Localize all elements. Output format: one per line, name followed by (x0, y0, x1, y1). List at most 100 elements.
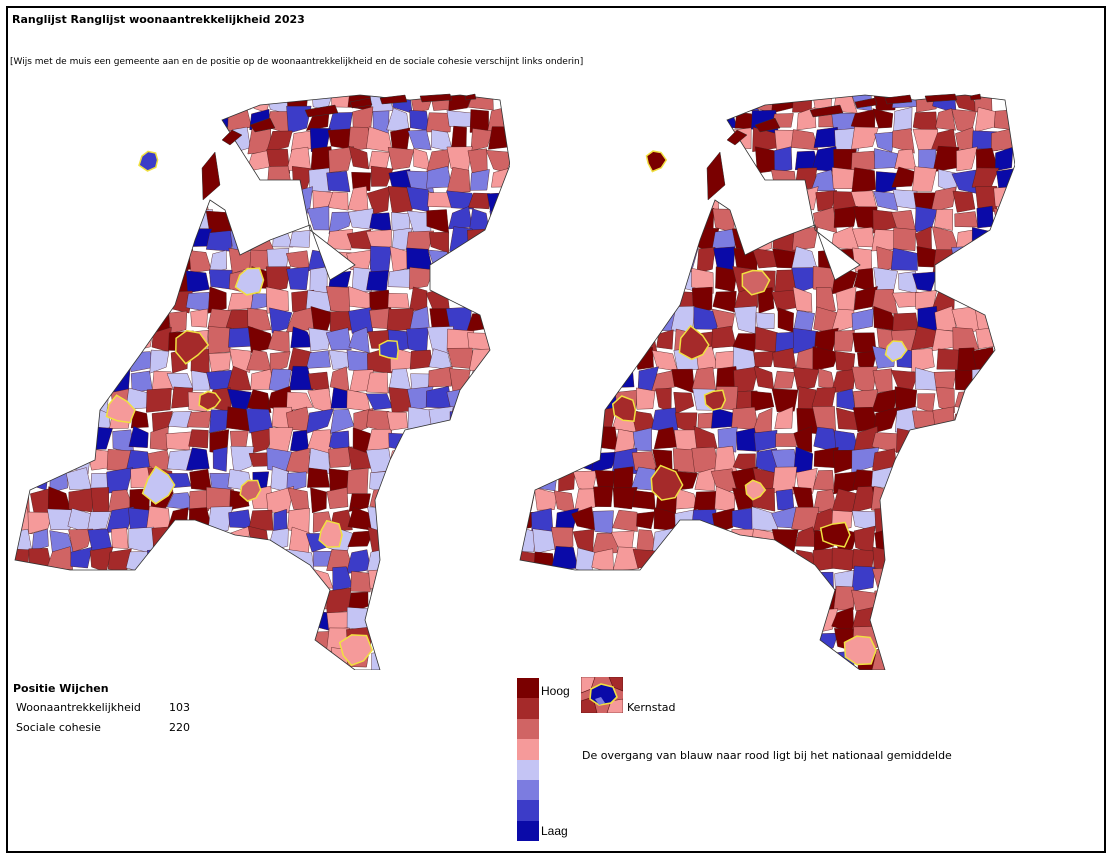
municipality-area[interactable] (558, 465, 576, 492)
municipality-area[interactable] (306, 429, 332, 454)
municipality-area[interactable] (287, 487, 310, 510)
municipality-area[interactable] (771, 466, 798, 495)
municipality-area[interactable] (251, 90, 272, 113)
municipality-area[interactable] (306, 350, 331, 369)
municipality-area[interactable] (771, 529, 799, 554)
municipality-area[interactable] (109, 347, 134, 367)
municipality-area[interactable] (229, 348, 252, 373)
municipality-area[interactable] (448, 206, 473, 230)
municipality-area[interactable] (308, 167, 331, 193)
municipality-area[interactable] (774, 146, 793, 174)
municipality-area[interactable] (774, 269, 796, 294)
municipality-area[interactable] (467, 148, 488, 173)
municipality-area[interactable] (515, 549, 537, 571)
island-area[interactable] (201, 151, 221, 201)
municipality-area[interactable] (731, 228, 758, 249)
municipality-area[interactable] (834, 350, 856, 373)
municipality-area[interactable] (691, 286, 713, 313)
municipality-area[interactable] (930, 186, 957, 213)
island-area[interactable] (884, 94, 913, 105)
municipality-area[interactable] (265, 266, 291, 293)
municipality-area[interactable] (671, 368, 696, 394)
kernstad-area[interactable] (138, 150, 159, 172)
municipality-area[interactable] (898, 446, 918, 474)
municipality-area[interactable] (209, 409, 231, 434)
municipality-area[interactable] (368, 569, 393, 590)
municipality-area[interactable] (656, 549, 678, 574)
municipality-area[interactable] (612, 487, 638, 510)
municipality-area[interactable] (149, 426, 169, 451)
municipality-area[interactable] (428, 249, 448, 270)
municipality-area[interactable] (308, 327, 332, 352)
municipality-area[interactable] (267, 330, 290, 353)
kernstad-area[interactable] (318, 519, 343, 548)
municipality-area[interactable] (448, 90, 475, 112)
municipality-area[interactable] (714, 445, 737, 472)
municipality-area[interactable] (550, 526, 574, 552)
island-area[interactable] (221, 129, 243, 146)
municipality-area[interactable] (111, 527, 129, 549)
municipality-area[interactable] (469, 348, 494, 372)
municipality-area[interactable] (186, 411, 212, 428)
municipality-area[interactable] (533, 551, 555, 574)
municipality-area[interactable] (425, 112, 452, 133)
municipality-area[interactable] (289, 365, 314, 391)
municipality-area[interactable] (128, 425, 149, 448)
municipality-area[interactable] (29, 467, 49, 491)
municipality-area[interactable] (190, 308, 209, 328)
municipality-area[interactable] (632, 427, 652, 452)
municipality-area[interactable] (974, 107, 996, 133)
kernstad-area[interactable] (234, 267, 265, 296)
municipality-area[interactable] (247, 307, 272, 332)
municipality-area[interactable] (386, 446, 412, 474)
municipality-area[interactable] (347, 530, 375, 548)
municipality-area[interactable] (106, 368, 131, 393)
municipality-area[interactable] (732, 333, 759, 353)
municipality-area[interactable] (834, 330, 855, 352)
municipality-area[interactable] (612, 546, 639, 572)
municipality-area[interactable] (266, 248, 290, 269)
municipality-area[interactable] (227, 292, 254, 311)
municipality-area[interactable] (307, 249, 330, 271)
municipality-area[interactable] (631, 490, 656, 510)
municipality-area[interactable] (366, 186, 391, 215)
municipality-area[interactable] (286, 105, 312, 134)
municipality-area[interactable] (793, 426, 812, 453)
municipality-area[interactable] (367, 526, 392, 554)
municipality-area[interactable] (851, 126, 879, 150)
municipality-area[interactable] (893, 107, 913, 132)
municipality-area[interactable] (387, 147, 415, 170)
municipality-area[interactable] (126, 328, 154, 354)
kernstad-area[interactable] (611, 395, 637, 423)
municipality-area[interactable] (429, 231, 449, 254)
municipality-area[interactable] (229, 430, 249, 451)
municipality-area[interactable] (348, 145, 370, 170)
municipality-area[interactable] (167, 507, 189, 530)
municipality-area[interactable] (328, 446, 353, 468)
municipality-area[interactable] (777, 307, 794, 333)
municipality-area[interactable] (328, 211, 354, 235)
island-area[interactable] (924, 93, 958, 103)
municipality-area[interactable] (350, 570, 374, 593)
municipality-area[interactable] (732, 90, 760, 112)
municipality-area[interactable] (250, 293, 267, 311)
kernstad-area[interactable] (198, 390, 222, 412)
municipality-area[interactable] (406, 327, 429, 355)
municipality-area[interactable] (890, 247, 918, 271)
municipality-area[interactable] (795, 468, 818, 494)
municipality-area[interactable] (971, 227, 999, 252)
municipality-area[interactable] (449, 411, 472, 433)
municipality-area[interactable] (212, 446, 228, 472)
island-area[interactable] (249, 117, 276, 133)
municipality-area[interactable] (489, 210, 510, 234)
municipality-area[interactable] (717, 426, 738, 453)
municipality-area[interactable] (330, 387, 350, 409)
municipality-area[interactable] (470, 169, 490, 191)
municipality-area[interactable] (386, 411, 408, 431)
municipality-area[interactable] (954, 390, 979, 410)
kernstad-area[interactable] (175, 329, 210, 365)
municipality-area[interactable] (230, 90, 254, 112)
municipality-area[interactable] (591, 548, 614, 574)
municipality-area[interactable] (206, 486, 234, 511)
municipality-area[interactable] (873, 406, 900, 434)
